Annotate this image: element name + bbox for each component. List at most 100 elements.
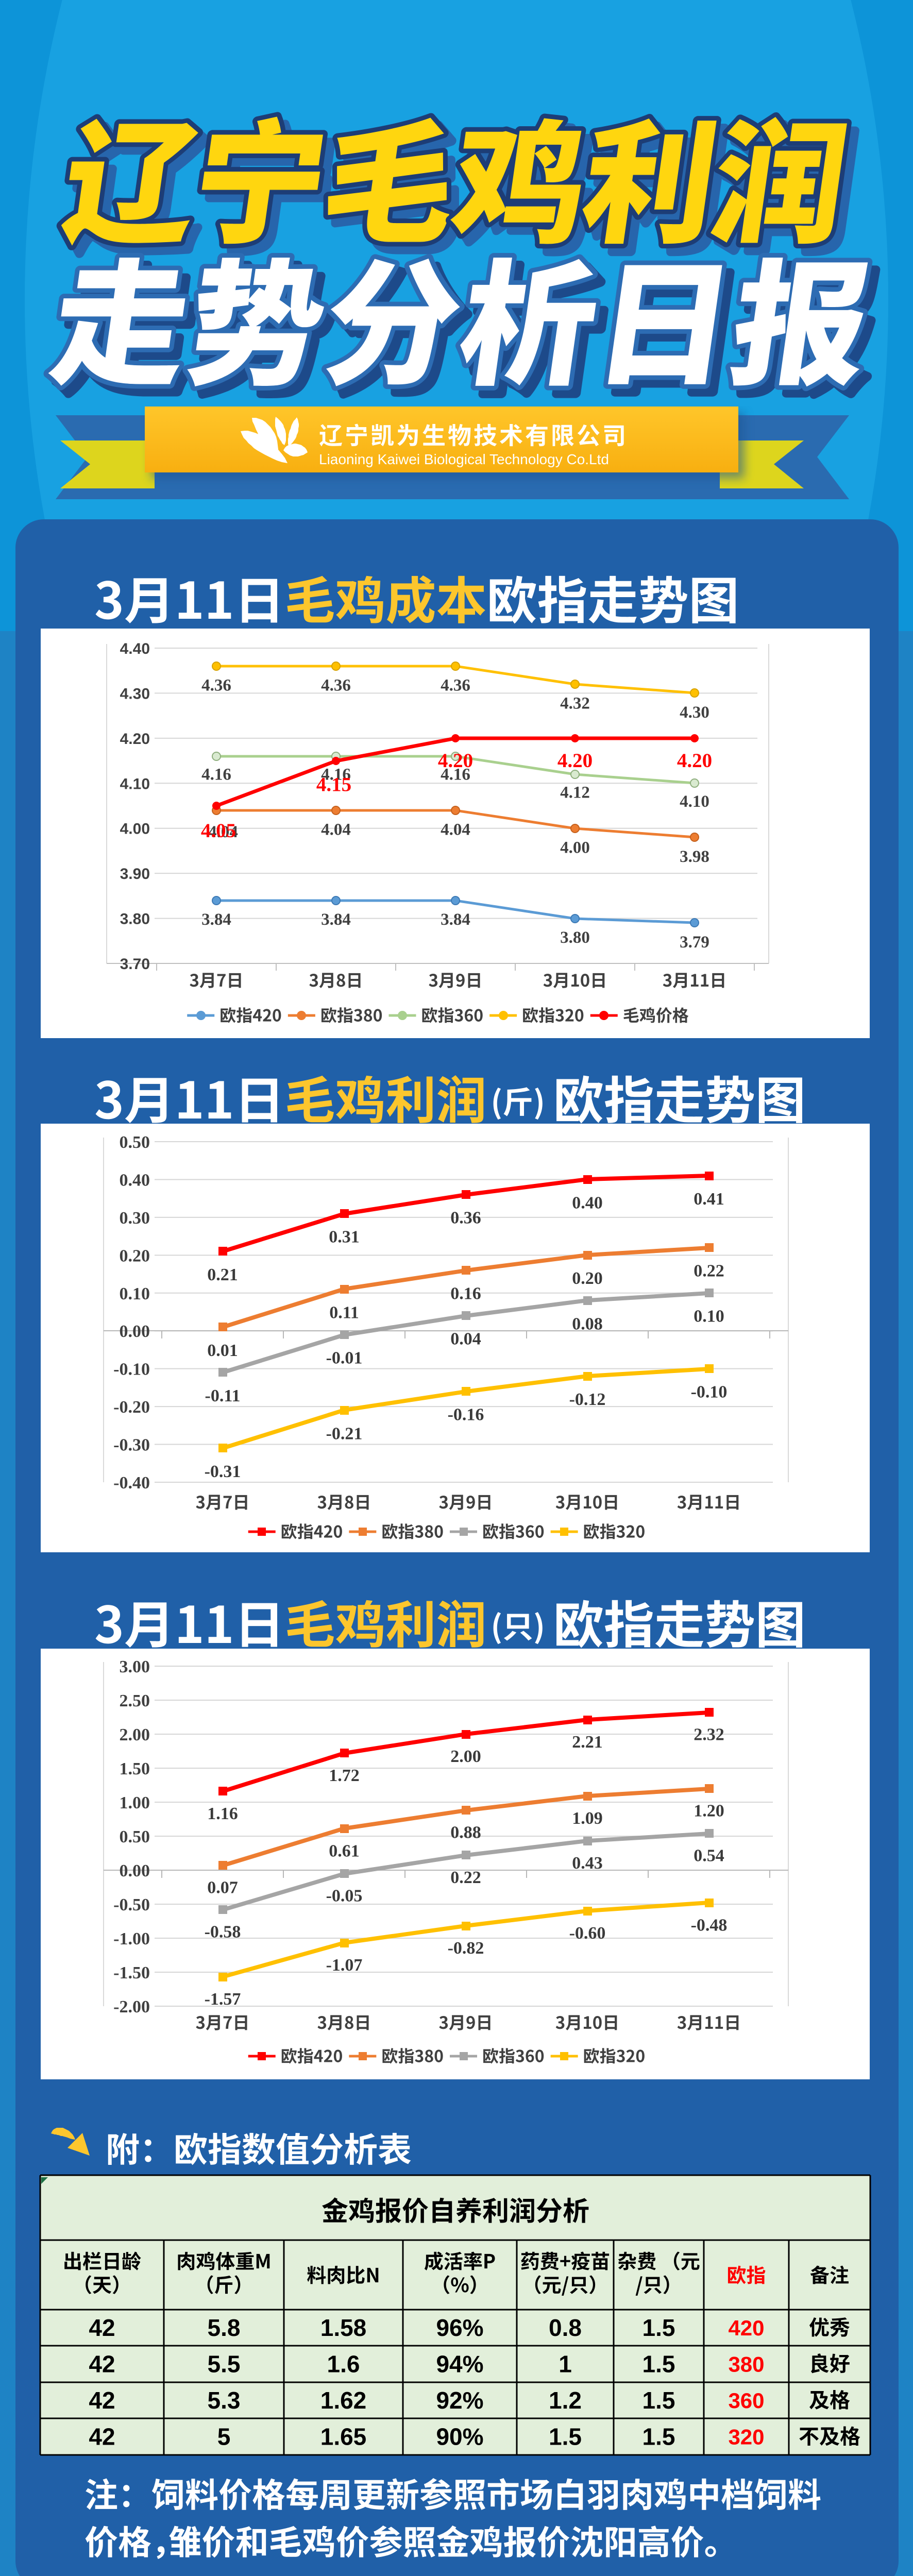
svg-text:3.84: 3.84 bbox=[321, 910, 351, 929]
svg-text:4.36: 4.36 bbox=[441, 676, 470, 695]
svg-text:-0.82: -0.82 bbox=[448, 1939, 484, 1958]
svg-text:4.00: 4.00 bbox=[120, 821, 150, 838]
svg-text:-0.30: -0.30 bbox=[113, 1436, 150, 1455]
svg-text:42: 42 bbox=[89, 2314, 115, 2341]
svg-text:5.5: 5.5 bbox=[208, 2351, 241, 2378]
svg-text:0.31: 0.31 bbox=[329, 1227, 360, 1246]
svg-text:5.8: 5.8 bbox=[208, 2314, 241, 2341]
svg-text:4.16: 4.16 bbox=[201, 765, 231, 784]
svg-text:1.65: 1.65 bbox=[320, 2424, 367, 2450]
svg-text:0.04: 0.04 bbox=[450, 1330, 481, 1349]
svg-text:4.05: 4.05 bbox=[201, 820, 236, 842]
svg-text:4.20: 4.20 bbox=[557, 750, 593, 772]
svg-text:0.50: 0.50 bbox=[120, 1133, 150, 1152]
svg-text:42: 42 bbox=[89, 2387, 115, 2414]
svg-text:4.32: 4.32 bbox=[560, 694, 590, 713]
svg-text:-0.21: -0.21 bbox=[326, 1424, 363, 1443]
svg-text:-0.16: -0.16 bbox=[448, 1405, 484, 1425]
svg-text:-1.57: -1.57 bbox=[205, 1990, 241, 2009]
svg-text:4.15: 4.15 bbox=[316, 774, 351, 796]
svg-text:0.22: 0.22 bbox=[694, 1262, 724, 1281]
svg-text:2.50: 2.50 bbox=[120, 1691, 150, 1710]
svg-text:-0.01: -0.01 bbox=[326, 1348, 363, 1367]
svg-text:-1.50: -1.50 bbox=[113, 1963, 150, 1982]
svg-text:0.8: 0.8 bbox=[549, 2314, 582, 2341]
svg-text:94%: 94% bbox=[436, 2351, 483, 2378]
svg-text:0.10: 0.10 bbox=[694, 1307, 724, 1326]
svg-text:1.16: 1.16 bbox=[207, 1804, 238, 1823]
svg-text:2.00: 2.00 bbox=[450, 1747, 481, 1766]
svg-text:5: 5 bbox=[217, 2424, 231, 2450]
svg-text:1.58: 1.58 bbox=[320, 2314, 367, 2341]
svg-text:3.80: 3.80 bbox=[560, 928, 590, 947]
svg-text:3.80: 3.80 bbox=[120, 911, 150, 928]
svg-text:4.30: 4.30 bbox=[680, 703, 709, 722]
svg-text:0.08: 0.08 bbox=[572, 1314, 603, 1333]
svg-text:-0.11: -0.11 bbox=[205, 1386, 241, 1405]
svg-text:3.00: 3.00 bbox=[120, 1657, 150, 1676]
svg-text:-0.05: -0.05 bbox=[326, 1887, 363, 1906]
svg-text:-1.00: -1.00 bbox=[113, 1929, 150, 1948]
svg-text:4.12: 4.12 bbox=[560, 783, 590, 802]
svg-text:0.22: 0.22 bbox=[450, 1868, 481, 1887]
svg-text:-0.60: -0.60 bbox=[569, 1924, 606, 1943]
svg-text:4.04: 4.04 bbox=[321, 820, 351, 839]
svg-text:0.20: 0.20 bbox=[120, 1246, 150, 1265]
svg-text:0.40: 0.40 bbox=[120, 1171, 150, 1190]
svg-text:1.5: 1.5 bbox=[643, 2387, 675, 2414]
svg-text:96%: 96% bbox=[436, 2314, 483, 2341]
svg-text:92%: 92% bbox=[436, 2387, 483, 2414]
svg-text:0.16: 0.16 bbox=[450, 1284, 481, 1303]
svg-text:0.54: 0.54 bbox=[694, 1846, 724, 1866]
svg-text:1.5: 1.5 bbox=[643, 2424, 675, 2450]
svg-text:4.20: 4.20 bbox=[438, 750, 473, 772]
svg-text:-0.58: -0.58 bbox=[205, 1922, 241, 1941]
svg-text:1.72: 1.72 bbox=[329, 1766, 360, 1785]
svg-text:1.6: 1.6 bbox=[327, 2351, 360, 2378]
svg-text:4.40: 4.40 bbox=[120, 640, 150, 657]
svg-text:1.5: 1.5 bbox=[549, 2424, 582, 2450]
svg-text:1.20: 1.20 bbox=[694, 1802, 724, 1821]
svg-text:Liaoning Kaiwei Biological Tec: Liaoning Kaiwei Biological Technology Co… bbox=[319, 451, 609, 467]
svg-text:3.98: 3.98 bbox=[680, 848, 709, 866]
svg-text:1.00: 1.00 bbox=[120, 1793, 150, 1812]
svg-text:0.20: 0.20 bbox=[572, 1269, 603, 1288]
svg-text:4.36: 4.36 bbox=[201, 676, 231, 695]
svg-text:4.30: 4.30 bbox=[120, 685, 150, 702]
svg-text:1.62: 1.62 bbox=[320, 2387, 367, 2414]
svg-text:0.40: 0.40 bbox=[572, 1193, 603, 1212]
svg-text:4.20: 4.20 bbox=[677, 750, 712, 772]
svg-text:4.00: 4.00 bbox=[560, 838, 590, 857]
svg-text:4.16: 4.16 bbox=[441, 765, 470, 784]
svg-text:0.41: 0.41 bbox=[694, 1190, 724, 1209]
svg-text:360: 360 bbox=[728, 2388, 764, 2413]
svg-text:0.50: 0.50 bbox=[120, 1827, 150, 1846]
svg-text:420: 420 bbox=[728, 2316, 764, 2340]
svg-text:1.2: 1.2 bbox=[549, 2387, 582, 2414]
svg-text:0.88: 0.88 bbox=[450, 1823, 481, 1842]
svg-text:0.07: 0.07 bbox=[207, 1878, 238, 1897]
svg-text:4.20: 4.20 bbox=[120, 731, 150, 748]
svg-text:-0.40: -0.40 bbox=[113, 1473, 150, 1493]
svg-text:4.04: 4.04 bbox=[208, 823, 238, 841]
svg-text:-0.20: -0.20 bbox=[113, 1398, 150, 1417]
svg-text:1.50: 1.50 bbox=[120, 1759, 150, 1778]
svg-text:0.61: 0.61 bbox=[329, 1841, 360, 1860]
svg-text:-0.48: -0.48 bbox=[691, 1916, 728, 1935]
svg-text:-0.10: -0.10 bbox=[691, 1383, 728, 1402]
svg-text:3.84: 3.84 bbox=[441, 910, 470, 929]
svg-text:4.10: 4.10 bbox=[680, 792, 709, 811]
svg-text:0.01: 0.01 bbox=[207, 1341, 238, 1360]
svg-text:42: 42 bbox=[89, 2424, 115, 2450]
svg-text:4.16: 4.16 bbox=[321, 765, 351, 784]
svg-text:-0.10: -0.10 bbox=[113, 1360, 150, 1379]
svg-text:-0.31: -0.31 bbox=[205, 1462, 241, 1481]
svg-text:1: 1 bbox=[559, 2351, 572, 2378]
svg-text:90%: 90% bbox=[436, 2424, 483, 2450]
svg-text:4.04: 4.04 bbox=[441, 820, 470, 839]
svg-text:4.36: 4.36 bbox=[321, 676, 351, 695]
svg-text:380: 380 bbox=[728, 2352, 764, 2377]
svg-text:3.70: 3.70 bbox=[120, 956, 150, 973]
svg-text:0.00: 0.00 bbox=[120, 1322, 150, 1341]
svg-text:-0.50: -0.50 bbox=[113, 1895, 150, 1914]
